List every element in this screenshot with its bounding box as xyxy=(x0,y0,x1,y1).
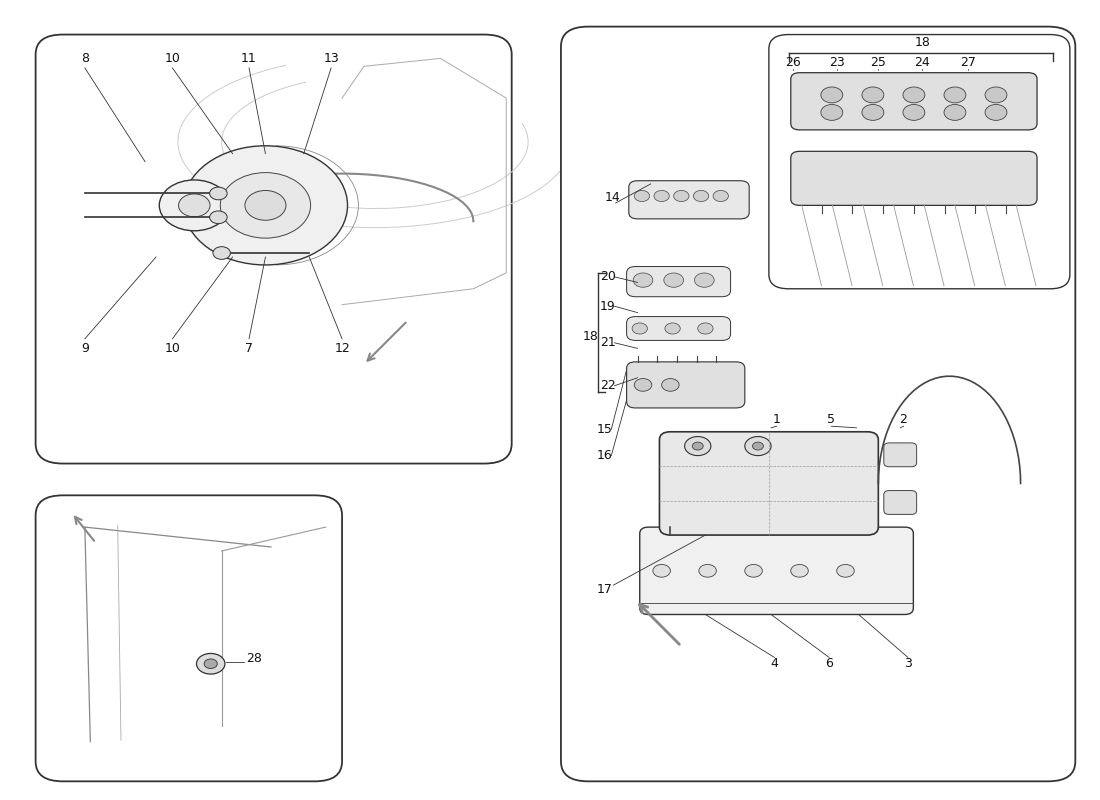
Circle shape xyxy=(654,190,669,202)
Text: 22: 22 xyxy=(601,379,616,392)
FancyBboxPatch shape xyxy=(791,73,1037,130)
Text: 9: 9 xyxy=(81,342,89,355)
FancyBboxPatch shape xyxy=(659,432,878,535)
Circle shape xyxy=(697,323,713,334)
Text: 14: 14 xyxy=(605,191,620,204)
Circle shape xyxy=(220,173,310,238)
Text: 2: 2 xyxy=(900,414,908,426)
Text: 28: 28 xyxy=(246,652,263,665)
Text: 17: 17 xyxy=(597,582,613,595)
Circle shape xyxy=(944,105,966,120)
Circle shape xyxy=(692,442,703,450)
Text: 3: 3 xyxy=(904,658,912,670)
Circle shape xyxy=(862,87,883,103)
Text: 27: 27 xyxy=(960,56,976,69)
Text: euro: euro xyxy=(719,239,763,258)
Circle shape xyxy=(821,87,843,103)
Circle shape xyxy=(693,190,708,202)
Circle shape xyxy=(632,323,648,334)
Text: 6: 6 xyxy=(825,658,833,670)
Circle shape xyxy=(984,105,1006,120)
Text: 20: 20 xyxy=(601,270,616,283)
Circle shape xyxy=(635,378,652,391)
Circle shape xyxy=(984,87,1006,103)
Text: 10: 10 xyxy=(165,52,180,65)
Circle shape xyxy=(160,180,229,230)
Text: spares: spares xyxy=(243,239,308,258)
Circle shape xyxy=(698,565,716,577)
Text: 8: 8 xyxy=(81,52,89,65)
FancyBboxPatch shape xyxy=(561,26,1076,782)
Text: 21: 21 xyxy=(601,336,616,350)
Text: 1: 1 xyxy=(772,414,781,426)
Text: 13: 13 xyxy=(323,52,339,65)
Circle shape xyxy=(791,565,808,577)
FancyBboxPatch shape xyxy=(769,34,1070,289)
Circle shape xyxy=(178,194,210,217)
Text: 7: 7 xyxy=(245,342,253,355)
Text: 18: 18 xyxy=(583,330,598,343)
Text: 12: 12 xyxy=(334,342,350,355)
Circle shape xyxy=(694,273,714,287)
FancyBboxPatch shape xyxy=(883,443,916,466)
FancyBboxPatch shape xyxy=(627,362,745,408)
FancyBboxPatch shape xyxy=(35,495,342,782)
Text: 10: 10 xyxy=(165,342,180,355)
Circle shape xyxy=(944,87,966,103)
Circle shape xyxy=(210,211,227,224)
FancyBboxPatch shape xyxy=(883,490,916,514)
Text: euro: euro xyxy=(774,581,818,600)
Circle shape xyxy=(245,190,286,220)
Circle shape xyxy=(713,190,728,202)
Circle shape xyxy=(661,378,679,391)
Text: spares: spares xyxy=(818,581,883,600)
Circle shape xyxy=(903,87,925,103)
Circle shape xyxy=(903,105,925,120)
Circle shape xyxy=(197,654,224,674)
Circle shape xyxy=(673,190,689,202)
FancyBboxPatch shape xyxy=(35,34,512,463)
Text: 11: 11 xyxy=(241,52,257,65)
Text: 23: 23 xyxy=(829,56,845,69)
Text: 18: 18 xyxy=(914,36,929,49)
Circle shape xyxy=(663,273,683,287)
Circle shape xyxy=(635,190,650,202)
Circle shape xyxy=(837,565,855,577)
Circle shape xyxy=(862,105,883,120)
FancyBboxPatch shape xyxy=(791,151,1037,206)
Circle shape xyxy=(213,246,230,259)
FancyBboxPatch shape xyxy=(640,527,913,614)
Circle shape xyxy=(664,323,680,334)
Text: 16: 16 xyxy=(597,449,613,462)
Text: 25: 25 xyxy=(870,56,887,69)
Circle shape xyxy=(634,273,653,287)
Text: spares: spares xyxy=(763,239,828,258)
Circle shape xyxy=(745,437,771,456)
Text: 24: 24 xyxy=(914,56,929,69)
Circle shape xyxy=(653,565,670,577)
Text: 15: 15 xyxy=(597,423,613,436)
Text: 5: 5 xyxy=(827,414,835,426)
Circle shape xyxy=(184,146,348,265)
FancyBboxPatch shape xyxy=(629,181,749,219)
Text: 4: 4 xyxy=(770,658,779,670)
Text: 19: 19 xyxy=(601,300,616,313)
Text: spares: spares xyxy=(173,642,232,659)
Circle shape xyxy=(684,437,711,456)
FancyBboxPatch shape xyxy=(627,266,730,297)
Circle shape xyxy=(821,105,843,120)
Text: euro: euro xyxy=(199,239,243,258)
Circle shape xyxy=(745,565,762,577)
Circle shape xyxy=(752,442,763,450)
FancyBboxPatch shape xyxy=(627,317,730,341)
Text: euro: euro xyxy=(132,642,173,659)
Text: 26: 26 xyxy=(785,56,801,69)
Circle shape xyxy=(210,187,227,200)
Circle shape xyxy=(205,659,218,669)
